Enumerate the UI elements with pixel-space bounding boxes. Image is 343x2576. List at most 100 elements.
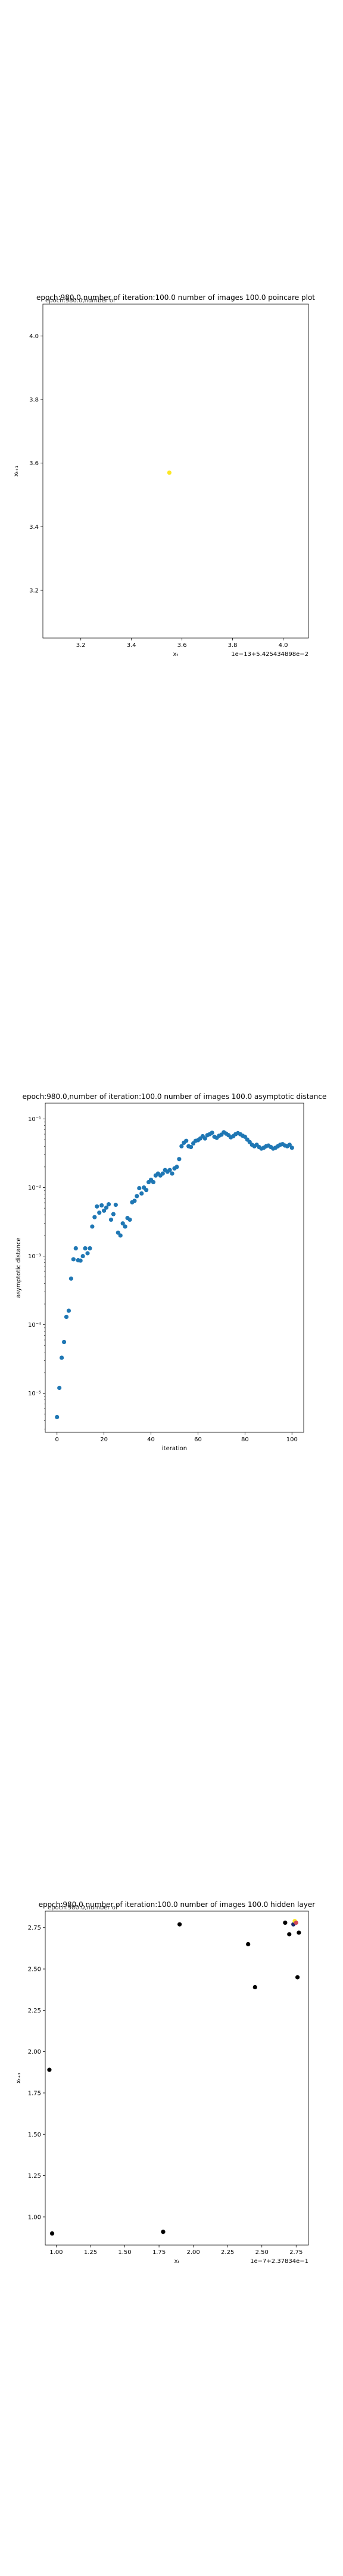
data-point xyxy=(85,1251,90,1256)
data-point xyxy=(120,1221,125,1226)
x-tick-label: 2.25 xyxy=(221,2249,234,2256)
x-tick-label: 3.4 xyxy=(127,642,136,649)
asymptotic-distance-chart: epoch:980.0,number of iteration:100.0 nu… xyxy=(15,1092,327,1452)
data-point xyxy=(189,1144,194,1150)
data-point xyxy=(55,1414,60,1420)
data-point xyxy=(202,1136,207,1141)
data-point xyxy=(108,1217,114,1222)
x-tick-label: 1.00 xyxy=(49,2249,63,2256)
y-tick-label: 10⁻³ xyxy=(28,1253,41,1260)
data-point xyxy=(287,1143,292,1147)
x-tick-label: 2.75 xyxy=(289,2249,303,2256)
x-tick-label: 1.75 xyxy=(152,2249,166,2256)
x-tick-label: 100 xyxy=(286,1436,298,1443)
x-tick-label: 3.8 xyxy=(228,642,238,649)
y-tick-label: 2.75 xyxy=(28,1925,41,1931)
title-overlay-text: epoch:980.0,number of xyxy=(45,298,116,304)
x-axis-offset-text: 1e−13+5.425434898e−2 xyxy=(231,651,308,658)
poincare-chart: epoch:980.0,number of iteration:100.0 nu… xyxy=(13,293,315,658)
y-axis-label: asymptotic distance xyxy=(15,1237,22,1298)
data-point xyxy=(297,1930,301,1935)
data-point xyxy=(167,1168,172,1172)
data-point xyxy=(66,1308,71,1313)
x-tick-label: 0 xyxy=(55,1436,59,1443)
data-point xyxy=(289,1145,294,1150)
data-point xyxy=(160,1171,165,1176)
x-tick-label: 3.6 xyxy=(177,642,187,649)
data-point xyxy=(71,1257,76,1262)
data-point xyxy=(135,1194,139,1199)
asymptotic-distance-chart-panel: epoch:980.0,number of iteration:100.0 nu… xyxy=(0,1091,343,1473)
y-tick-label: 10⁻⁴ xyxy=(28,1322,41,1329)
y-tick-label: 1.75 xyxy=(28,2090,41,2097)
data-point xyxy=(99,1203,104,1208)
data-point xyxy=(137,1185,142,1191)
data-point xyxy=(49,2231,55,2236)
data-point xyxy=(60,1355,64,1360)
y-tick-label: 3.8 xyxy=(29,397,39,404)
y-tick-label: 2.50 xyxy=(28,1967,41,1973)
x-tick-label: 1.50 xyxy=(118,2249,131,2256)
y-tick-label: 10⁻² xyxy=(28,1185,41,1191)
y-tick-label: 1.25 xyxy=(28,2173,41,2179)
hidden-layer-chart: epoch:980.0,number of iteration:100.0 nu… xyxy=(15,1900,315,2265)
data-point xyxy=(111,1212,116,1216)
data-point xyxy=(177,1922,182,1927)
data-point xyxy=(57,1385,62,1391)
y-tick-label: 3.2 xyxy=(29,588,39,595)
data-point xyxy=(92,1215,97,1219)
y-tick-label: 3.4 xyxy=(29,524,39,531)
poincare-chart-panel: epoch:980.0,number of iteration:100.0 nu… xyxy=(0,292,343,674)
data-point xyxy=(151,1179,156,1185)
plot-area-frame xyxy=(45,1911,309,2246)
data-point xyxy=(252,1984,257,1990)
data-point xyxy=(287,1932,292,1937)
data-point xyxy=(184,1138,189,1143)
data-point xyxy=(73,1246,78,1251)
x-axis-label: xₜ xyxy=(173,651,179,658)
data-point xyxy=(102,1208,107,1213)
data-point xyxy=(127,1217,132,1222)
data-point xyxy=(242,1134,247,1139)
data-point xyxy=(64,1314,69,1320)
x-tick-label: 60 xyxy=(194,1436,202,1443)
y-tick-label: 4.0 xyxy=(29,333,39,340)
data-point xyxy=(210,1130,214,1135)
title-overlay-text: epoch:980.0,number of xyxy=(48,1905,118,1911)
y-tick-label: 1.50 xyxy=(28,2132,41,2138)
plot-area-frame xyxy=(45,1103,304,1433)
x-tick-label: 80 xyxy=(241,1436,249,1443)
data-point xyxy=(68,1276,73,1281)
data-point xyxy=(95,1204,99,1209)
data-point xyxy=(47,2067,52,2072)
chart-title: epoch:980.0,number of iteration:100.0 nu… xyxy=(39,1900,315,1909)
data-point xyxy=(88,1246,92,1251)
data-point xyxy=(78,1258,83,1263)
data-point xyxy=(118,1233,123,1238)
y-tick-label: 1.00 xyxy=(28,2214,41,2221)
data-point xyxy=(144,1188,149,1193)
data-point xyxy=(106,1202,111,1207)
chart-title: epoch:980.0,number of iteration:100.0 nu… xyxy=(36,293,315,302)
x-tick-label: 2.00 xyxy=(186,2249,199,2256)
y-tick-label: 2.25 xyxy=(28,2008,41,2014)
data-point xyxy=(90,1224,95,1229)
x-tick-label: 2.50 xyxy=(255,2249,269,2256)
data-point xyxy=(61,1339,67,1345)
x-tick-label: 3.2 xyxy=(76,642,86,649)
data-point xyxy=(104,1205,109,1210)
data-point xyxy=(123,1224,127,1229)
x-axis-label: xₜ xyxy=(174,2258,180,2265)
x-tick-label: 4.0 xyxy=(279,642,288,649)
y-tick-label: 10⁻⁵ xyxy=(28,1391,41,1397)
x-axis-offset-text: 1e−7+2.37834e−1 xyxy=(250,2258,308,2265)
data-point xyxy=(167,470,172,475)
plot-area-frame xyxy=(42,304,309,639)
y-tick-label: 3.6 xyxy=(29,460,39,467)
data-point xyxy=(246,1942,251,1947)
chart-title: epoch:980.0,number of iteration:100.0 nu… xyxy=(23,1092,327,1101)
data-point xyxy=(80,1253,85,1259)
data-point xyxy=(170,1171,174,1176)
data-point xyxy=(177,1157,182,1162)
y-axis-label: xₜ₊₁ xyxy=(13,466,20,476)
